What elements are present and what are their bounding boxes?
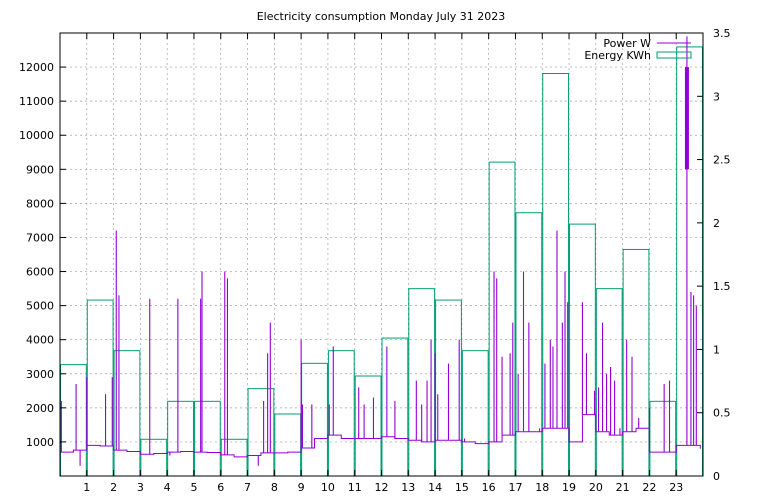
x-tick-label: 12 (375, 481, 389, 494)
energy-bar (649, 400, 677, 477)
y-right-tick-label: 3.5 (713, 27, 731, 40)
power-block (684, 67, 689, 170)
x-tick-label: 20 (589, 481, 603, 494)
y-right-tick-label: 2.5 (713, 154, 731, 167)
x-tick-label: 2 (110, 481, 117, 494)
y-axis-left: 1000 2000 3000 4000 5000 6000 7000 8000 9000 1000… (19, 61, 66, 449)
legend-energy-swatch (656, 51, 692, 59)
energy-bar (327, 350, 355, 477)
y-left-tick-label: 10000 (19, 129, 54, 142)
x-tick-label: 10 (321, 481, 335, 494)
energy-bar (274, 413, 302, 477)
energy-bar (676, 46, 703, 477)
y-left-tick-label: 2000 (26, 402, 54, 415)
x-tick-label: 5 (190, 481, 197, 494)
y-right-tick-label: 1 (713, 343, 720, 356)
x-tick-label: 9 (298, 481, 305, 494)
y-right-tick-label: 1.5 (713, 280, 731, 293)
energy-bar (167, 400, 194, 477)
y-left-tick-label: 1000 (26, 436, 54, 449)
power-series (60, 36, 701, 466)
y-left-tick-label: 12000 (19, 61, 54, 74)
x-tick-label: 11 (348, 481, 362, 494)
x-tick-label: 3 (137, 481, 144, 494)
x-tick-label: 23 (669, 481, 683, 494)
x-tick-label: 16 (482, 481, 496, 494)
energy-bar (595, 288, 623, 477)
y-right-tick-label: 2 (713, 217, 720, 230)
energy-bar (113, 350, 141, 477)
x-tick-label: 22 (642, 481, 656, 494)
energy-bar (301, 362, 328, 477)
y-left-tick-label: 5000 (26, 300, 54, 313)
x-tick-label: 7 (244, 481, 251, 494)
y-left-tick-label: 7000 (26, 231, 54, 244)
x-tick-label: 4 (164, 481, 171, 494)
y-left-tick-label: 6000 (26, 266, 54, 279)
x-tick-label: 14 (428, 481, 442, 494)
x-tick-label: 1 (83, 481, 90, 494)
x-tick-label: 17 (508, 481, 522, 494)
y-left-tick-label: 4000 (26, 334, 54, 347)
x-tick-label: 8 (271, 481, 278, 494)
energy-bar (86, 299, 114, 477)
y-right-tick-label: 0.5 (713, 407, 731, 420)
x-axis: 1 2 3 4 5 6 7 8 9 10 11 12 13 14 15 16 17 18 19 20 21 22 23 (83, 33, 683, 494)
x-tick-label: 18 (535, 481, 549, 494)
y-left-tick-label: 9000 (26, 163, 54, 176)
y-left-tick-label: 3000 (26, 368, 54, 381)
x-tick-label: 13 (401, 481, 415, 494)
energy-bar (60, 364, 87, 477)
legend: Power W Energy KWh (584, 37, 692, 62)
y-left-tick-label: 8000 (26, 197, 54, 210)
y-right-tick-label: 0 (713, 470, 720, 483)
chart-title: Electricity consumption Monday July 31 2… (257, 10, 506, 23)
x-tick-label: 21 (616, 481, 630, 494)
x-tick-label: 15 (455, 481, 469, 494)
energy-bar (461, 350, 489, 477)
x-tick-label: 19 (562, 481, 576, 494)
power-baseline (60, 414, 701, 458)
legend-power-label: Power W (603, 37, 651, 50)
x-tick-label: 6 (217, 481, 224, 494)
legend-energy-label: Energy KWh (584, 49, 651, 62)
y-left-tick-label: 11000 (19, 95, 54, 108)
energy-bar (193, 400, 221, 477)
y-right-tick-label: 3 (713, 90, 720, 103)
y-axis-right: 0 0.5 1 1.5 2 2.5 3 3.5 (697, 27, 731, 483)
energy-bar (140, 438, 168, 477)
